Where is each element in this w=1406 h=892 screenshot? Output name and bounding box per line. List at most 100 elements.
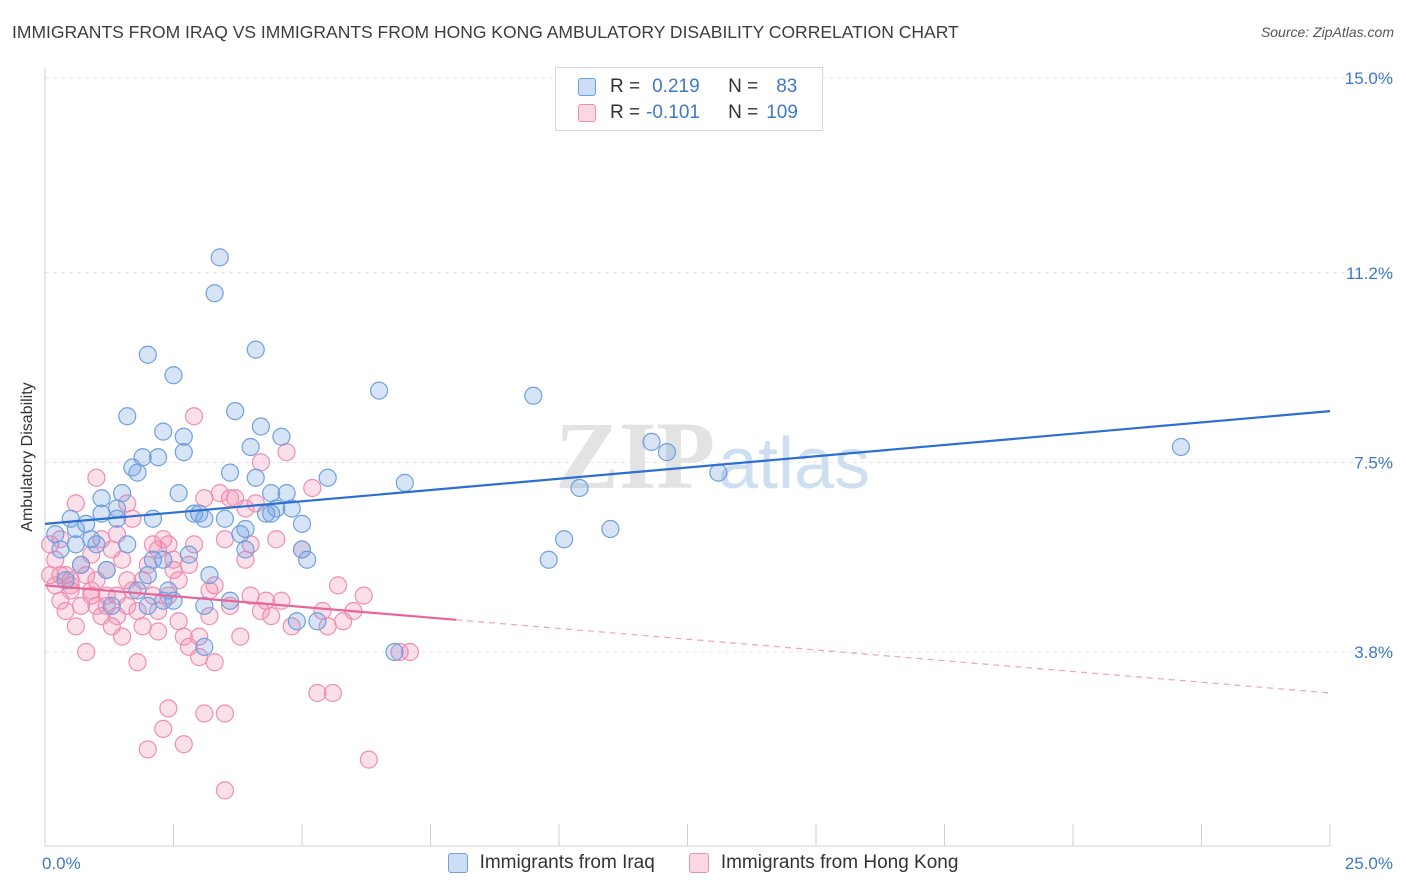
hong-kong-point [77, 642, 96, 662]
axes [44, 68, 1331, 847]
hong-kong-point [195, 704, 214, 723]
chart-title: IMMIGRANTS FROM IRAQ VS IMMIGRANTS FROM … [12, 22, 959, 42]
tick-labels: 3.8% 7.5% 11.2% 15.0% 0.0% 25.0% [42, 69, 1393, 873]
hong-kong-point [308, 683, 327, 703]
iraq-point [112, 484, 132, 503]
watermark-atlas: atlas [718, 424, 870, 504]
hong-kong-point [215, 704, 234, 723]
hong-kong-point [112, 550, 132, 569]
legend-swatch-hong-kong [578, 104, 596, 122]
iraq-point [87, 535, 106, 554]
hong-kong-point [87, 468, 106, 487]
iraq-point [251, 417, 270, 436]
hong-kong-point [205, 576, 224, 595]
iraq-point [555, 530, 574, 549]
series-legend-label-iraq: Immigrants from Iraq [479, 852, 655, 873]
hong-kong-point [328, 576, 348, 595]
iraq-point [154, 422, 173, 441]
iraq-point [298, 550, 317, 569]
iraq-point [210, 248, 229, 267]
iraq-point [277, 484, 296, 503]
iraq-point [236, 519, 255, 539]
series-legend-swatch-hong-kong [688, 853, 709, 873]
legend-n-value-iraq: 83 [776, 76, 798, 97]
iraq-point [200, 566, 219, 585]
iraq-point [292, 540, 312, 559]
iraq-point [71, 555, 91, 574]
legend-row-iraq: R = 0.219 N = 83 [578, 75, 797, 99]
iraq-point [148, 448, 168, 467]
hong-kong-point [138, 740, 157, 759]
iraq-point [174, 427, 193, 446]
iraq-point [66, 519, 85, 539]
iraq-point [179, 545, 199, 564]
hong-kong-point [123, 509, 142, 528]
iraq-point [143, 550, 163, 569]
legend-r-value-hong-kong: -0.101 [646, 102, 700, 123]
iraq-point [370, 381, 389, 400]
iraq-point [128, 463, 147, 482]
hong-kong-point [359, 750, 378, 769]
hong-kong-point [215, 781, 234, 800]
iraq-point [118, 407, 137, 426]
legend-r-value-iraq: 0.219 [652, 76, 700, 97]
iraq-point [46, 525, 65, 544]
x-tick-label-max: 25.0% [1345, 854, 1393, 873]
hong-kong-point [154, 719, 173, 738]
iraq-point [1171, 437, 1191, 457]
iraq-point [128, 581, 147, 600]
series-legend-iraq[interactable]: Immigrants from Iraq [447, 852, 655, 874]
hong-kong-point [184, 407, 204, 426]
hong-kong-point [148, 540, 168, 559]
iraq-point [154, 550, 173, 569]
iraq-point [51, 540, 70, 559]
iraq-point [138, 596, 157, 615]
source-label: Source: ZipAtlas.com [1260, 24, 1394, 40]
hong-kong-point [159, 535, 178, 554]
y-tick-label: 7.5% [1354, 453, 1393, 472]
y-tick-label: 15.0% [1345, 69, 1393, 88]
iraq-point [215, 509, 234, 528]
hong-kong-point [154, 530, 173, 549]
iraq-point [195, 596, 214, 615]
hong-kong-point [200, 607, 219, 626]
iraq-point [282, 499, 301, 518]
legend-n-label: N = [728, 76, 759, 97]
iraq-point [272, 427, 291, 446]
iraq-point [709, 463, 728, 482]
iraq-point [246, 340, 265, 359]
hong-kong-point [148, 622, 168, 641]
legend-r-label: R = [610, 102, 641, 123]
legend-row-hong-kong: R = -0.101 N = 109 [578, 101, 798, 125]
hong-kong-point [133, 617, 152, 636]
iraq-point [195, 637, 214, 656]
iraq-point [102, 596, 121, 615]
series-legend-hong-kong[interactable]: Immigrants from Hong Kong [688, 852, 958, 874]
correlation-legend: R = 0.219 N = 83 R = -0.101 N = 109 [555, 67, 823, 131]
iraq-point [174, 443, 193, 462]
iraq-point [570, 478, 589, 498]
hong-kong-point [184, 535, 204, 554]
hong-kong-point [148, 601, 168, 621]
hong-kong-point [256, 591, 276, 610]
iraq-point [246, 468, 265, 487]
iraq-point [220, 463, 240, 482]
hong-kong-point [236, 499, 255, 518]
series-legend: Immigrants from Iraq Immigrants from Hon… [0, 852, 1406, 874]
series-iraq-points [46, 248, 1191, 662]
iraq-point [226, 402, 245, 421]
hong-kong-point [251, 453, 270, 472]
y-tick-label: 3.8% [1354, 643, 1393, 662]
hong-kong-point [169, 612, 188, 631]
iraq-point [318, 468, 337, 487]
hong-kong-point [66, 617, 85, 636]
legend-swatch-iraq [578, 78, 596, 96]
hong-kong-point [174, 735, 193, 754]
iraq-point [292, 514, 312, 533]
iraq-point [385, 642, 404, 662]
iraq-point [236, 540, 255, 559]
iraq-point [262, 484, 281, 503]
hong-kong-point [277, 443, 296, 462]
trend-line-hong-kong [44, 584, 457, 621]
